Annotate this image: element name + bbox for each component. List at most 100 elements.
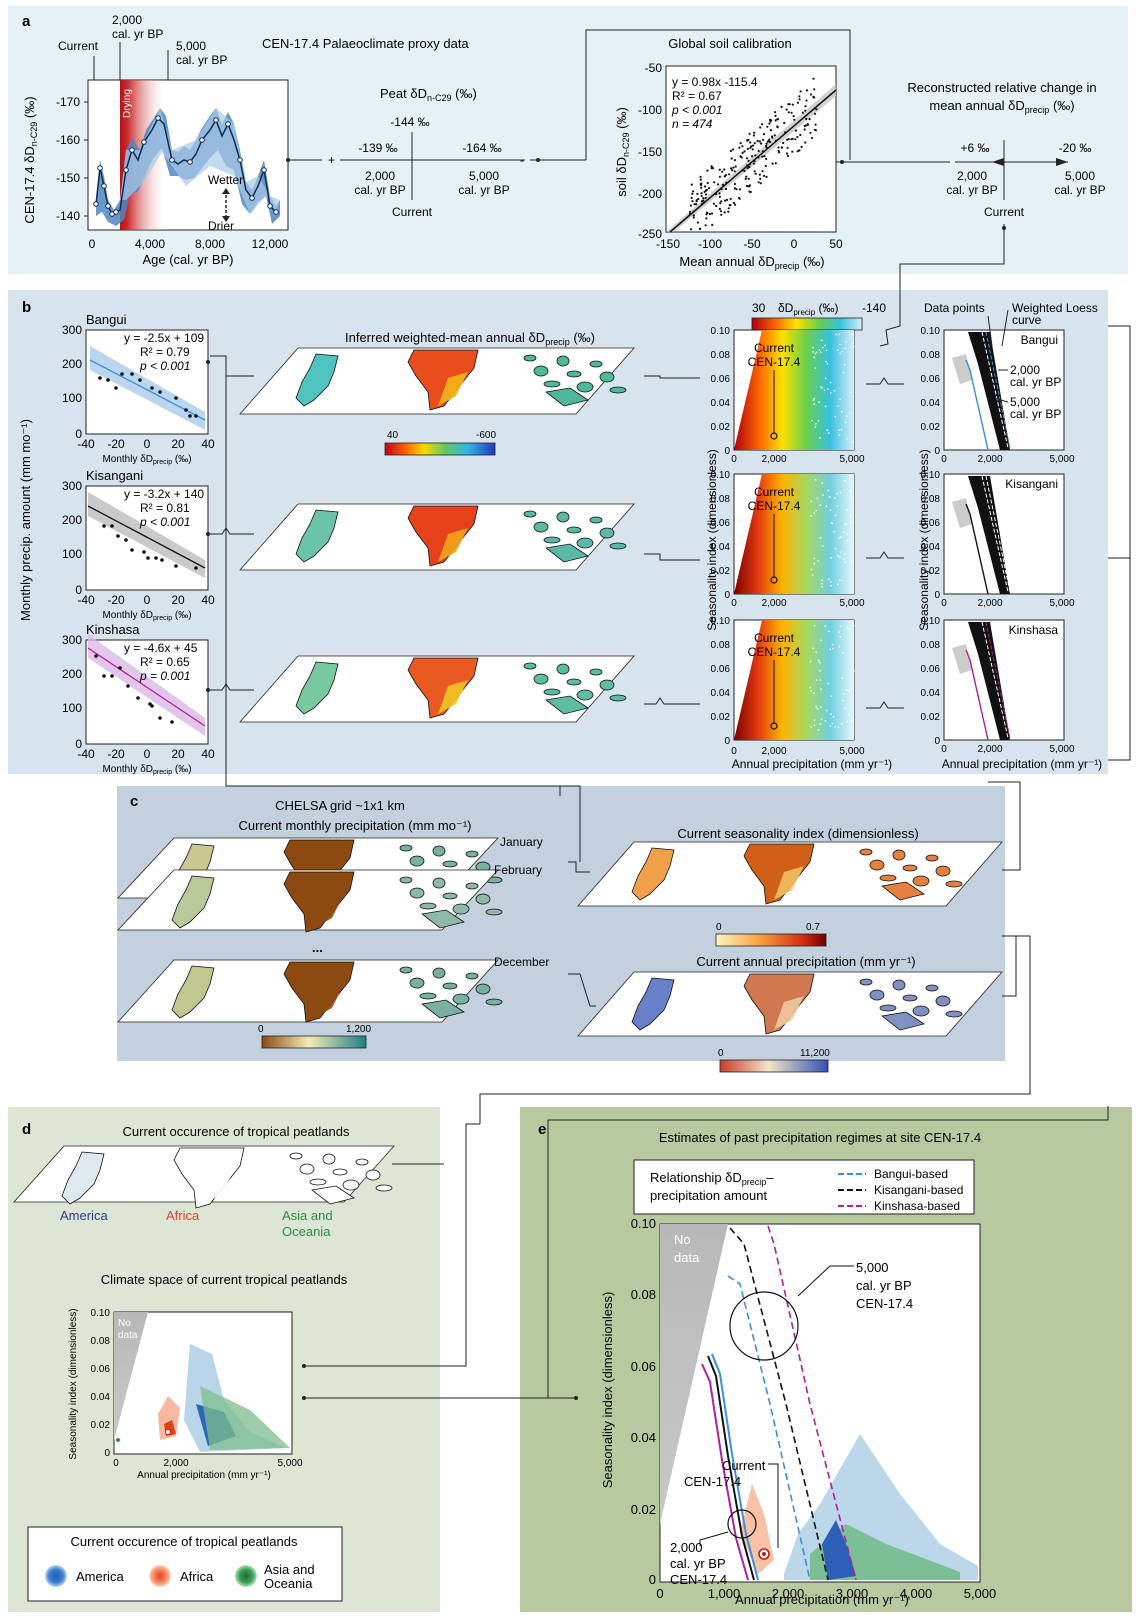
scatter-point: [158, 716, 162, 720]
month-january: January: [500, 835, 543, 849]
island: [935, 865, 951, 877]
e-nodata-2: data: [674, 1250, 700, 1265]
soil-point: [798, 95, 801, 98]
space-speckle: [845, 340, 848, 343]
connectors: [210, 355, 1031, 1124]
svg-text:Peat δDn-C29 (‰): Peat δDn-C29 (‰): [380, 86, 477, 103]
island: [399, 876, 413, 884]
island: [576, 689, 594, 701]
space-ytick: 0.10: [711, 470, 731, 481]
soil-point: [699, 178, 702, 181]
space-speckle: [820, 706, 822, 708]
soil-point: [716, 183, 720, 186]
loess-ytick: 0.06: [921, 518, 941, 529]
soil-point: [796, 150, 799, 153]
space-speckle: [824, 625, 827, 627]
scatter-xlabel: Monthly δDprecip (‰): [102, 610, 191, 622]
soil-point: [688, 210, 692, 213]
soil-point: [730, 157, 733, 160]
continent-africa-south: [774, 866, 804, 900]
svg-text:-50: -50: [645, 61, 663, 75]
e-ytick: 0.02: [631, 1502, 656, 1517]
soil-point: [793, 118, 796, 121]
space-current-2: CEN-17.4: [748, 645, 801, 659]
island: [289, 1152, 303, 1160]
site-name: Bangui: [86, 312, 127, 327]
island: [342, 1179, 360, 1191]
space-speckle: [812, 399, 815, 402]
svg-text:Kinshasa-based: Kinshasa-based: [874, 1199, 960, 1213]
e-ytick: 0: [649, 1572, 656, 1587]
space-current-1: Current: [754, 341, 795, 355]
month-december: December: [494, 955, 549, 969]
month-february: February: [494, 863, 542, 877]
soil-point: [692, 210, 695, 213]
soil-point: [720, 213, 723, 216]
space-speckle: [827, 682, 830, 685]
continent-africa-south: [774, 996, 804, 1030]
space-speckle: [844, 347, 847, 350]
soil-point: [738, 146, 741, 149]
space-speckle: [809, 686, 812, 689]
wetter-label: Wetter: [208, 173, 243, 187]
svg-text:0.7: 0.7: [806, 922, 820, 933]
proxy-points: [93, 115, 279, 217]
loess-white-1: [981, 621, 1009, 739]
soil-point: [720, 187, 723, 191]
soil-point: [790, 111, 793, 114]
soil-point: [700, 203, 704, 206]
scatter-xtick: 0: [144, 747, 151, 761]
loess-ytick: 0: [934, 446, 940, 457]
space-speckle: [847, 713, 850, 716]
svg-text:p < 0.001: p < 0.001: [671, 103, 722, 117]
svg-text:+: +: [328, 153, 335, 167]
space-speckle: [815, 509, 818, 512]
svg-text:-160: -160: [56, 133, 80, 147]
soil-point: [751, 144, 755, 147]
loess-site-name: Kinshasa: [1009, 623, 1059, 637]
loess-plot-kisangani: Kisangani 0.10 0.08 0.06 0.04 0.02 00 2,000 5,00…: [921, 470, 1075, 609]
soil-point: [805, 99, 808, 102]
panel-b-label: b: [22, 299, 31, 316]
soil-point: [690, 183, 693, 186]
soil-point: [743, 169, 746, 172]
scatter-band: [88, 634, 205, 736]
scatter-point: [150, 386, 154, 390]
space-speckle: [818, 349, 821, 351]
space-speckle: [810, 690, 813, 692]
soil-point: [791, 150, 794, 153]
island: [879, 1004, 897, 1012]
scatter-point: [120, 372, 124, 376]
proxy-plot: Drying -170 -160 -150 -140 0 4,000 8,000…: [22, 13, 289, 267]
continent-america: [295, 353, 339, 407]
soil-point: [780, 146, 783, 149]
scatter-xtick: -20: [107, 593, 125, 607]
scatter-connector-dot: [206, 688, 210, 692]
loess-site-name: Kisangani: [1005, 477, 1058, 491]
space-speckle: [841, 350, 844, 353]
scatter-point: [146, 556, 150, 560]
space-ytick: 0: [724, 736, 730, 747]
soil-point: [713, 181, 716, 184]
soil-point: [734, 203, 737, 206]
scatter-ytick: 100: [62, 391, 82, 405]
space-current-marker: [770, 722, 778, 730]
soil-point: [718, 192, 721, 195]
svg-text:Mean annual δDprecip (‰): Mean annual δDprecip (‰): [679, 254, 824, 271]
svg-text:8,000: 8,000: [195, 237, 225, 251]
space-speckle: [821, 582, 823, 585]
svg-text:12,000: 12,000: [252, 237, 289, 251]
soil-point: [799, 133, 802, 137]
d-ylabel: Seasonality index (dimensionless): [68, 1308, 79, 1459]
space-speckle: [832, 715, 835, 718]
seasonality-map: [577, 841, 1003, 907]
region-africa: Africa: [166, 1208, 200, 1223]
soil-point: [731, 148, 735, 151]
soil-point: [724, 187, 728, 191]
space-speckle: [826, 388, 829, 390]
space-speckle: [812, 647, 814, 650]
scatter-ytick: 300: [62, 633, 82, 647]
space-speckle: [830, 695, 832, 698]
